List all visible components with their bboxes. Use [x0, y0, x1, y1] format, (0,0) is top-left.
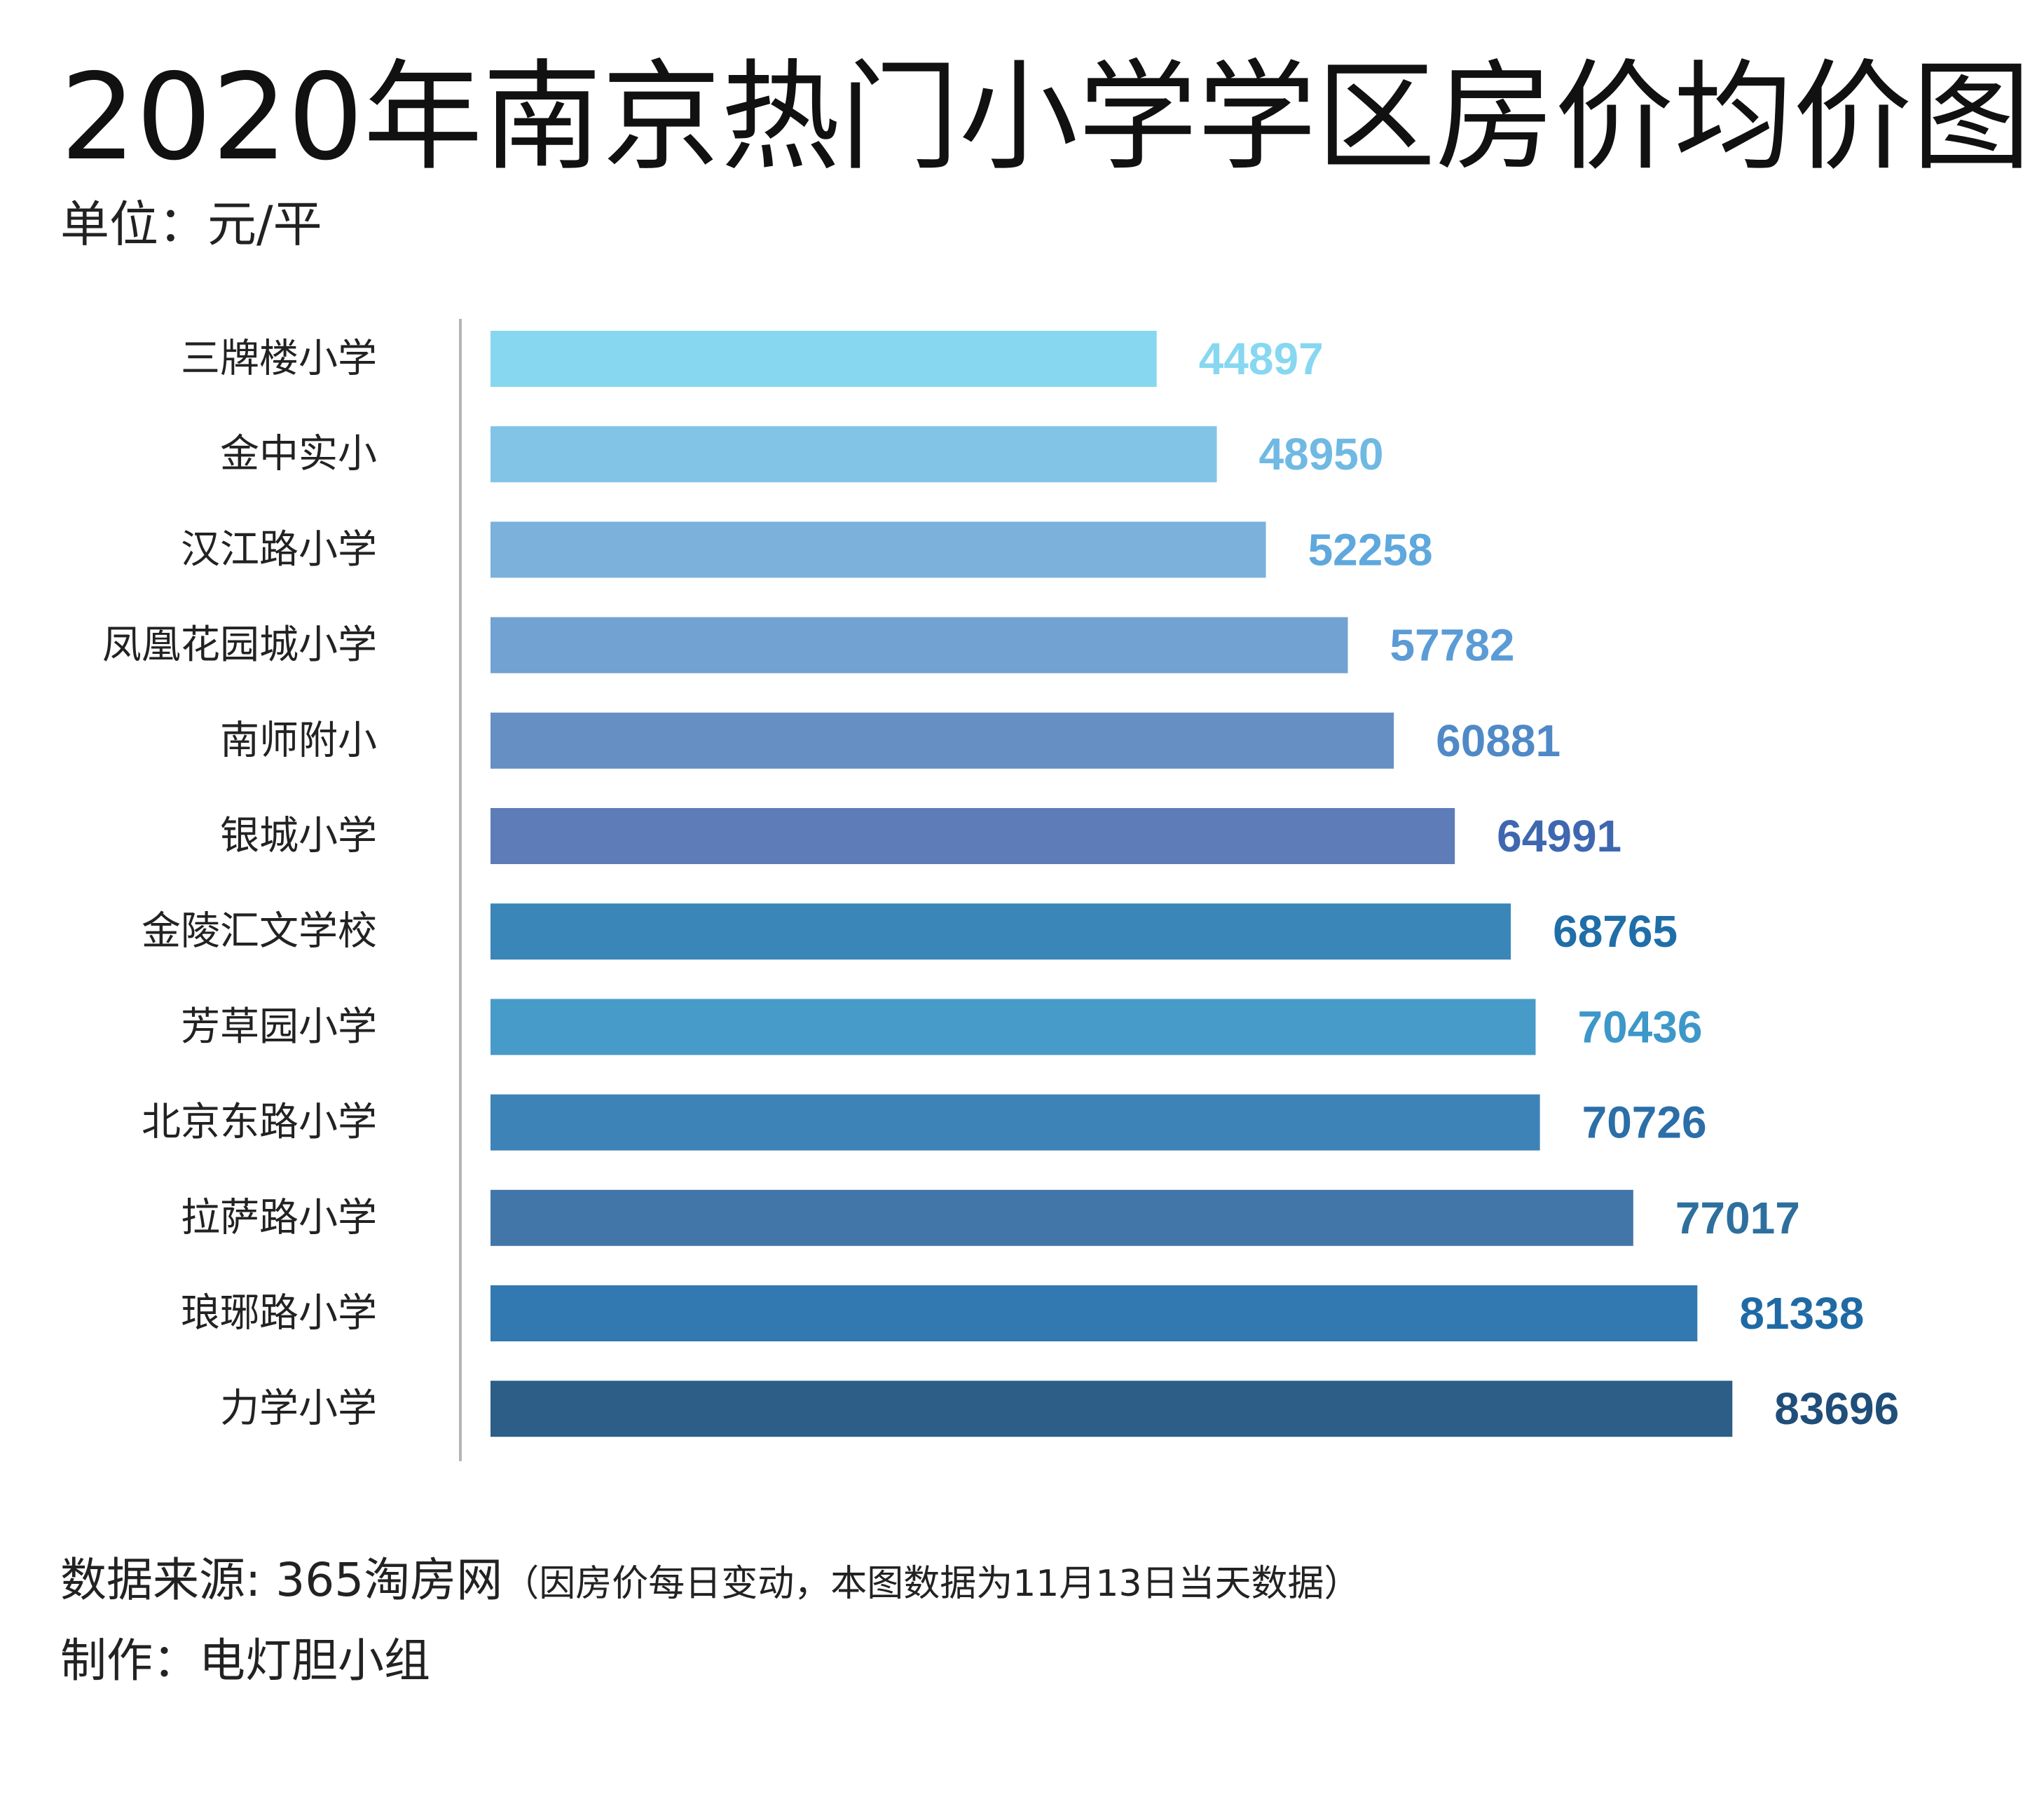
bar — [491, 426, 1217, 483]
value-label: 64991 — [1497, 811, 1621, 861]
value-label: 77017 — [1675, 1193, 1800, 1243]
bar — [491, 1285, 1698, 1341]
category-label: 三牌楼小学 — [181, 336, 377, 382]
category-label: 金陵汇文学校 — [142, 909, 377, 955]
category-label: 凤凰花园城小学 — [102, 622, 377, 668]
value-label: 68765 — [1553, 906, 1678, 957]
category-label: 南师附小 — [220, 718, 377, 763]
credit-line: 制作：电灯胆小组 — [60, 1634, 430, 1688]
bar-chart: 三牌楼小学 44897 金中实小 48950 汉江路小学 52258 凤凰花园城小学 5778… — [102, 319, 1899, 1461]
category-label: 力学小学 — [220, 1386, 377, 1432]
category-label: 芳草园小学 — [181, 1004, 377, 1050]
bar — [491, 1094, 1540, 1151]
category-label: 汉江路小学 — [181, 527, 377, 573]
value-label: 83696 — [1774, 1383, 1899, 1434]
value-label: 70726 — [1582, 1097, 1707, 1148]
data-source-note: 数据来源: 365淘房网（因房价每日变动，本图数据为11月13日当天数据） — [60, 1545, 1361, 1619]
value-label: 44897 — [1199, 334, 1324, 384]
bars-group: 三牌楼小学 44897 金中实小 48950 汉江路小学 52258 凤凰花园城小学 5778… — [102, 331, 1899, 1437]
category-label: 拉萨路小学 — [181, 1195, 377, 1240]
value-label: 70436 — [1577, 1001, 1702, 1052]
value-label: 57782 — [1390, 620, 1515, 671]
data-source-detail: （因房价每日变动，本图数据为11月13日当天数据） — [502, 1563, 1361, 1605]
bar — [491, 903, 1511, 960]
value-label: 60881 — [1436, 716, 1561, 766]
bar — [491, 808, 1455, 864]
chart-title: 2020年南京热门小学学区房价均价图 — [60, 48, 2031, 187]
data-source-label: 数据来源: 365淘房网 — [60, 1553, 503, 1607]
bar — [491, 1189, 1633, 1246]
bar — [491, 1381, 1733, 1437]
bar — [491, 999, 1536, 1055]
bar — [491, 521, 1266, 578]
value-label: 81338 — [1739, 1288, 1864, 1339]
bar — [491, 331, 1157, 387]
value-label: 48950 — [1259, 429, 1384, 479]
value-label: 52258 — [1308, 524, 1433, 575]
bar — [491, 617, 1348, 673]
category-label: 金中实小 — [220, 432, 377, 477]
category-label: 银城小学 — [220, 814, 377, 859]
category-label: 琅琊路小学 — [181, 1291, 377, 1336]
bar — [491, 712, 1394, 769]
chart-subtitle: 单位：元/平 — [60, 196, 322, 253]
category-label: 北京东路小学 — [142, 1100, 377, 1145]
